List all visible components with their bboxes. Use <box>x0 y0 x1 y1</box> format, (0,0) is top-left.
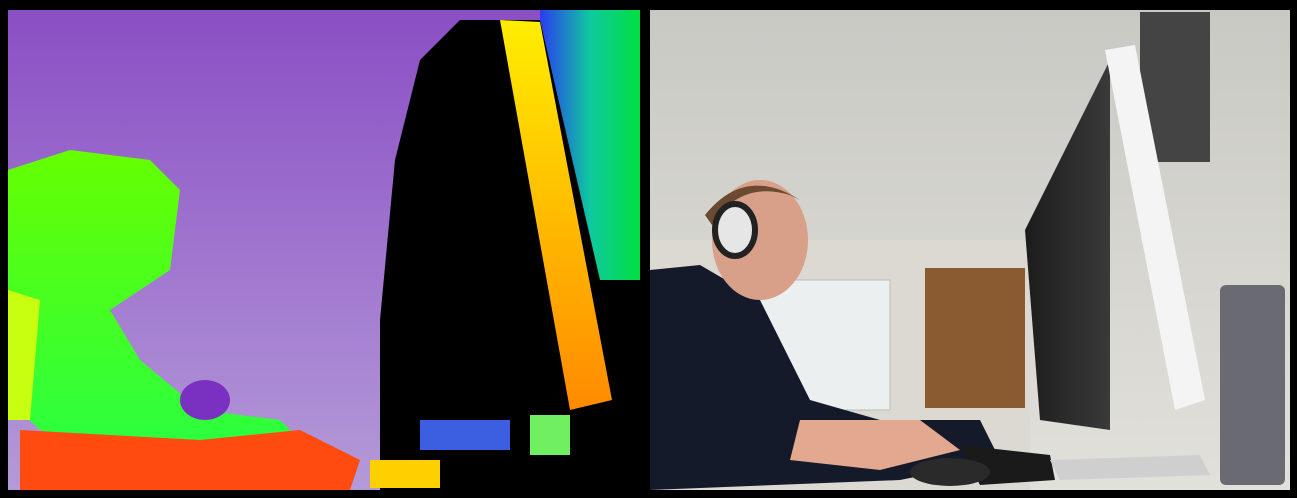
depth-desk <box>20 430 360 490</box>
depth-person <box>8 150 300 450</box>
depth-chair <box>180 380 230 420</box>
depth-arm <box>8 290 40 420</box>
headphones <box>712 201 758 259</box>
depth-object <box>530 415 570 455</box>
depth-monitor <box>500 20 612 410</box>
person-hand <box>790 420 960 470</box>
speaker <box>1220 285 1285 485</box>
depth-panel <box>8 10 640 490</box>
monitor-stand <box>1050 455 1210 480</box>
corkboard <box>925 268 1025 408</box>
depth-keyboard <box>370 460 440 488</box>
person-hair <box>705 185 800 225</box>
rgb-panel <box>650 10 1290 490</box>
mouse <box>910 458 990 486</box>
depth-object <box>420 420 510 450</box>
monitor-screen <box>1025 60 1110 430</box>
monitor-bezel <box>1105 45 1205 410</box>
